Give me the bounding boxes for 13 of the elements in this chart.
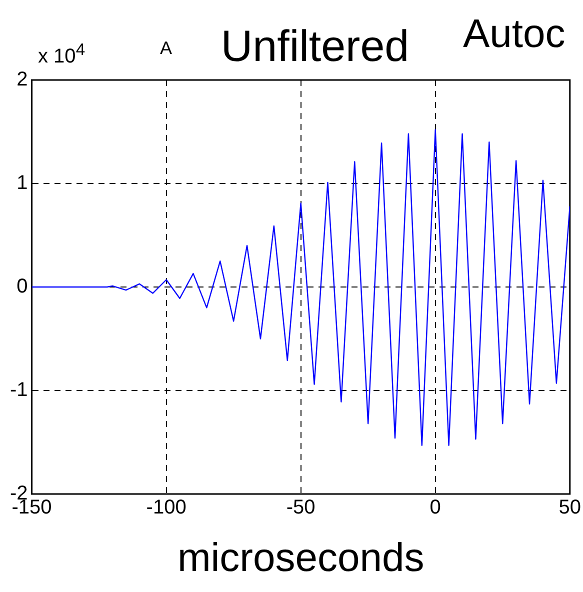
text: Autoc [463, 11, 566, 58]
text: x 10$^{4}$ [38, 40, 86, 69]
text: A [160, 38, 172, 60]
y-tick-label: -1 [10, 379, 28, 402]
x-tick-label: 0 [430, 496, 441, 519]
x-tick-label: -50 [286, 496, 316, 519]
x-tick-label: 50 [558, 496, 581, 519]
chart-title: Unfiltered [220, 22, 410, 71]
x-tick-label: -100 [146, 496, 186, 519]
y-tick-label: 0 [16, 276, 28, 298]
y-tick-label: 2 [16, 68, 28, 91]
y-tick-label: 1 [16, 172, 28, 194]
x-axis-title: microseconds [177, 536, 424, 580]
